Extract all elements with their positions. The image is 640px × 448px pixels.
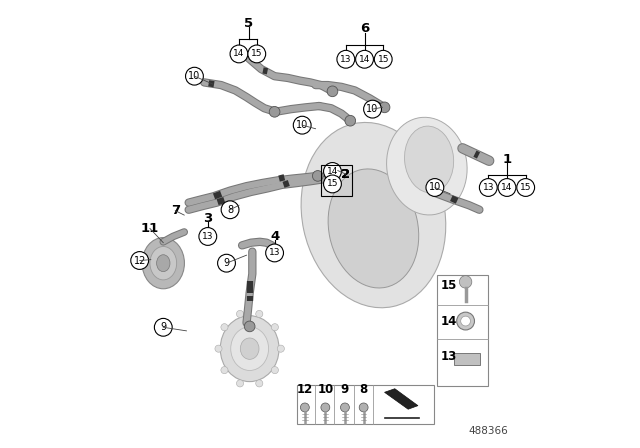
Ellipse shape xyxy=(150,246,177,280)
Circle shape xyxy=(236,380,244,387)
Circle shape xyxy=(186,67,204,85)
Circle shape xyxy=(300,403,309,412)
Text: 4: 4 xyxy=(270,230,279,243)
Circle shape xyxy=(479,179,497,196)
Text: 488366: 488366 xyxy=(468,426,508,436)
Text: 15: 15 xyxy=(378,55,389,64)
Circle shape xyxy=(460,276,472,288)
Circle shape xyxy=(271,366,278,374)
Text: 13: 13 xyxy=(269,249,280,258)
Text: 14: 14 xyxy=(234,49,244,58)
Circle shape xyxy=(236,310,244,318)
Circle shape xyxy=(324,175,341,193)
Circle shape xyxy=(269,107,280,117)
Text: 15: 15 xyxy=(520,183,531,192)
Text: 8: 8 xyxy=(360,383,368,396)
Circle shape xyxy=(356,50,373,68)
Text: 10: 10 xyxy=(367,104,379,114)
Text: 1: 1 xyxy=(502,153,511,166)
Circle shape xyxy=(426,179,444,196)
Circle shape xyxy=(364,100,381,118)
Circle shape xyxy=(321,403,330,412)
Ellipse shape xyxy=(328,169,419,288)
Circle shape xyxy=(461,316,470,326)
Circle shape xyxy=(230,45,248,63)
Text: 12: 12 xyxy=(297,383,313,396)
Text: 12: 12 xyxy=(134,255,146,266)
Ellipse shape xyxy=(404,126,454,193)
Circle shape xyxy=(374,50,392,68)
Circle shape xyxy=(293,116,311,134)
Circle shape xyxy=(337,50,355,68)
Ellipse shape xyxy=(301,122,446,308)
Text: 10: 10 xyxy=(296,120,308,130)
Circle shape xyxy=(221,323,228,331)
Circle shape xyxy=(199,228,217,246)
Text: 3: 3 xyxy=(203,212,212,225)
Circle shape xyxy=(359,403,368,412)
Text: 15: 15 xyxy=(251,49,262,58)
Text: 5: 5 xyxy=(244,17,253,30)
Text: 11: 11 xyxy=(141,222,159,235)
Text: 10: 10 xyxy=(188,71,200,81)
Text: 2: 2 xyxy=(341,168,350,181)
Text: 9: 9 xyxy=(160,322,166,332)
Text: 13: 13 xyxy=(441,350,458,363)
Circle shape xyxy=(256,310,263,318)
Circle shape xyxy=(457,312,474,330)
Bar xyxy=(454,353,480,365)
Circle shape xyxy=(271,323,278,331)
Circle shape xyxy=(340,403,349,412)
Circle shape xyxy=(324,163,341,181)
Circle shape xyxy=(248,45,266,63)
Text: 10: 10 xyxy=(317,383,333,396)
Circle shape xyxy=(380,102,390,113)
Circle shape xyxy=(154,319,172,336)
Bar xyxy=(321,165,352,195)
Ellipse shape xyxy=(142,237,184,289)
Bar xyxy=(297,385,434,424)
Polygon shape xyxy=(385,389,418,409)
Text: 14: 14 xyxy=(441,314,458,327)
Text: 8: 8 xyxy=(227,205,233,215)
Text: 6: 6 xyxy=(360,22,369,35)
Circle shape xyxy=(498,179,516,196)
Ellipse shape xyxy=(220,316,279,382)
Ellipse shape xyxy=(157,255,170,271)
Text: 2: 2 xyxy=(341,168,350,181)
Circle shape xyxy=(221,366,228,374)
Text: 9: 9 xyxy=(223,258,230,268)
Text: 15: 15 xyxy=(441,279,458,292)
Text: 10: 10 xyxy=(429,182,441,193)
Ellipse shape xyxy=(231,327,269,370)
Ellipse shape xyxy=(387,117,467,215)
Circle shape xyxy=(277,345,284,352)
Text: 13: 13 xyxy=(202,232,214,241)
Circle shape xyxy=(244,321,255,332)
Text: 14: 14 xyxy=(501,183,513,192)
Circle shape xyxy=(327,86,338,97)
Bar xyxy=(436,275,488,386)
Circle shape xyxy=(215,345,222,352)
Circle shape xyxy=(256,380,263,387)
Circle shape xyxy=(345,116,356,126)
Circle shape xyxy=(131,252,148,269)
Ellipse shape xyxy=(240,338,259,359)
Circle shape xyxy=(221,201,239,219)
Circle shape xyxy=(218,254,236,272)
Text: 13: 13 xyxy=(483,183,494,192)
Text: 15: 15 xyxy=(326,180,338,189)
Text: 9: 9 xyxy=(341,383,349,396)
Circle shape xyxy=(516,179,534,196)
Text: 14: 14 xyxy=(359,55,370,64)
Circle shape xyxy=(312,171,323,181)
Circle shape xyxy=(266,244,284,262)
Text: 14: 14 xyxy=(327,167,338,176)
Text: 13: 13 xyxy=(340,55,351,64)
Text: 7: 7 xyxy=(171,204,180,217)
